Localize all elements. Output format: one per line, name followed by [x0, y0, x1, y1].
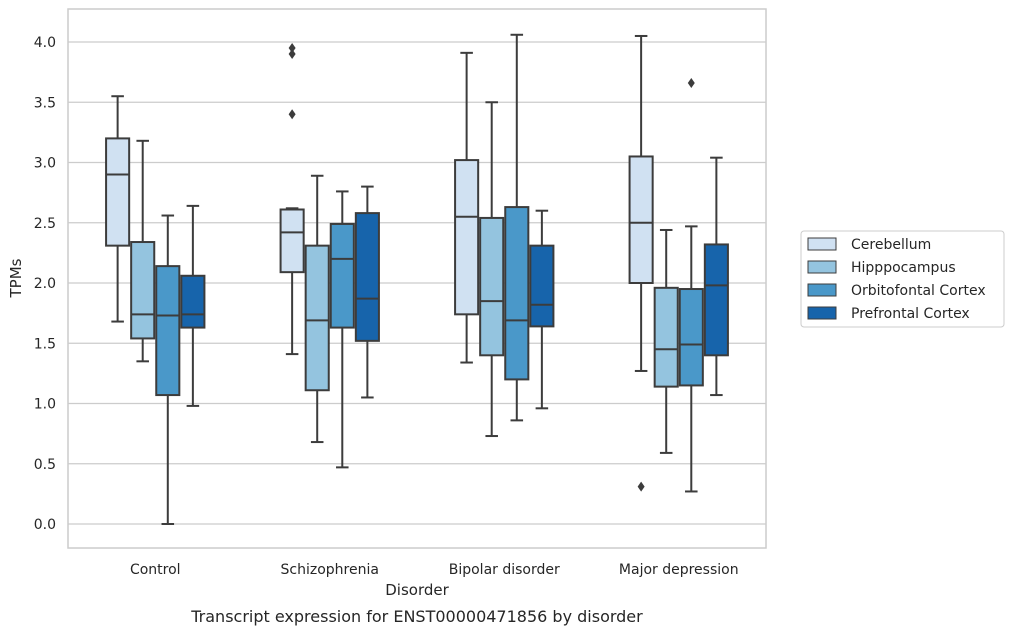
- box-group-0: [105, 95, 206, 525]
- box: [279, 208, 305, 274]
- legend-swatch: [807, 260, 837, 274]
- box: [653, 286, 679, 388]
- box: [479, 216, 505, 357]
- x-tick-label: Schizophrenia: [281, 562, 379, 578]
- legend-label: Hipppocampus: [851, 260, 956, 276]
- outlier-marker: [687, 77, 695, 88]
- box: [454, 159, 480, 316]
- box: [703, 243, 729, 357]
- box: [354, 212, 380, 342]
- legend-swatch: [807, 283, 837, 297]
- box: [304, 244, 330, 392]
- y-tick-label: 3.0: [34, 156, 56, 172]
- x-tick-label: Major depression: [619, 562, 739, 578]
- legend-frame: [800, 230, 1005, 328]
- legend-swatch: [807, 237, 837, 251]
- box: [105, 137, 131, 247]
- legend-label: Cerebellum: [851, 237, 931, 253]
- x-axis-title: Disorder: [385, 581, 449, 599]
- legend-label: Orbitofontal Cortex: [851, 283, 986, 299]
- y-tick-labels: 0.0 0.5 1.0 1.5 2.0 2.5 3.0 3.5 4.0: [34, 35, 56, 533]
- outlier-marker: [288, 43, 296, 54]
- box: [504, 206, 530, 381]
- legend-swatch: [807, 306, 837, 320]
- y-tick-label: 0.0: [34, 517, 56, 533]
- chart-caption: Transcript expression for ENST0000047185…: [190, 607, 643, 626]
- y-tick-label: 4.0: [34, 35, 56, 51]
- x-tick-label: Bipolar disorder: [449, 562, 560, 578]
- y-tick-label: 2.0: [34, 276, 56, 292]
- box-group-3: [628, 34, 729, 493]
- box: [678, 288, 704, 387]
- legend-label: Prefrontal Cortex: [851, 306, 970, 322]
- y-tick-label: 1.0: [34, 397, 56, 413]
- box: [628, 155, 654, 285]
- outlier-marker: [288, 109, 296, 120]
- y-tick-label: 0.5: [34, 457, 56, 473]
- x-tick-labels: Control Schizophrenia Bipolar disorder Majo…: [130, 562, 739, 578]
- box-groups: [105, 33, 729, 525]
- outlier-marker: [637, 481, 645, 492]
- y-tick-label: 2.5: [34, 216, 56, 232]
- box-group-1: [279, 43, 380, 469]
- outlier-marker: [288, 49, 296, 60]
- box: [529, 244, 555, 328]
- y-tick-label: 3.5: [34, 95, 56, 111]
- y-tick-label: 1.5: [34, 336, 56, 352]
- x-tick-label: Control: [130, 562, 181, 578]
- legend: Cerebellum Hipppocampus Orbitofontal Corte…: [800, 230, 1005, 328]
- box-group-2: [454, 33, 555, 438]
- y-axis-title: TPMs: [7, 258, 25, 298]
- box: [155, 265, 181, 397]
- box: [180, 274, 206, 329]
- box: [130, 241, 156, 340]
- box: [329, 222, 355, 329]
